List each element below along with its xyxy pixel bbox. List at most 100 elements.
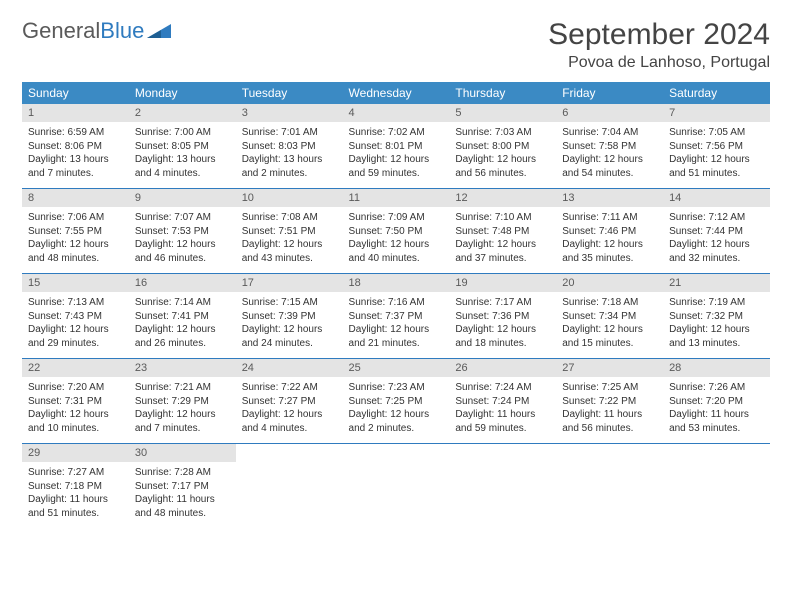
- day-details: Sunrise: 7:11 AMSunset: 7:46 PMDaylight:…: [556, 207, 663, 273]
- day-details: Sunrise: 7:04 AMSunset: 7:58 PMDaylight:…: [556, 122, 663, 188]
- day-details: Sunrise: 7:03 AMSunset: 8:00 PMDaylight:…: [449, 122, 556, 188]
- calendar-week-row: 22Sunrise: 7:20 AMSunset: 7:31 PMDayligh…: [22, 359, 770, 444]
- sunset-line: Sunset: 7:20 PM: [669, 395, 764, 409]
- daylight-line: Daylight: 11 hours and 59 minutes.: [455, 408, 550, 435]
- day-number: 22: [22, 359, 129, 377]
- day-number: 10: [236, 189, 343, 207]
- sunrise-line: Sunrise: 7:00 AM: [135, 126, 230, 140]
- calendar-day-cell: 3Sunrise: 7:01 AMSunset: 8:03 PMDaylight…: [236, 104, 343, 189]
- daylight-line: Daylight: 12 hours and 43 minutes.: [242, 238, 337, 265]
- day-number: 6: [556, 104, 663, 122]
- daylight-line: Daylight: 12 hours and 26 minutes.: [135, 323, 230, 350]
- calendar-week-row: 29Sunrise: 7:27 AMSunset: 7:18 PMDayligh…: [22, 444, 770, 529]
- weekday-header-row: SundayMondayTuesdayWednesdayThursdayFrid…: [22, 82, 770, 104]
- sunset-line: Sunset: 7:55 PM: [28, 225, 123, 239]
- sunset-line: Sunset: 8:05 PM: [135, 140, 230, 154]
- daylight-line: Daylight: 12 hours and 37 minutes.: [455, 238, 550, 265]
- day-number: 25: [343, 359, 450, 377]
- weekday-header: Wednesday: [343, 82, 450, 104]
- calendar-day-cell: ..: [449, 444, 556, 529]
- sunset-line: Sunset: 7:44 PM: [669, 225, 764, 239]
- day-number: 17: [236, 274, 343, 292]
- sunrise-line: Sunrise: 7:25 AM: [562, 381, 657, 395]
- daylight-line: Daylight: 11 hours and 48 minutes.: [135, 493, 230, 520]
- calendar-day-cell: 17Sunrise: 7:15 AMSunset: 7:39 PMDayligh…: [236, 274, 343, 359]
- calendar-day-cell: 19Sunrise: 7:17 AMSunset: 7:36 PMDayligh…: [449, 274, 556, 359]
- day-number: 24: [236, 359, 343, 377]
- day-details: Sunrise: 7:23 AMSunset: 7:25 PMDaylight:…: [343, 377, 450, 443]
- calendar-day-cell: 25Sunrise: 7:23 AMSunset: 7:25 PMDayligh…: [343, 359, 450, 444]
- daylight-line: Daylight: 12 hours and 32 minutes.: [669, 238, 764, 265]
- sunset-line: Sunset: 7:25 PM: [349, 395, 444, 409]
- calendar-day-cell: 16Sunrise: 7:14 AMSunset: 7:41 PMDayligh…: [129, 274, 236, 359]
- sunset-line: Sunset: 7:32 PM: [669, 310, 764, 324]
- day-details: Sunrise: 7:26 AMSunset: 7:20 PMDaylight:…: [663, 377, 770, 443]
- calendar-day-cell: ..: [556, 444, 663, 529]
- sunset-line: Sunset: 8:00 PM: [455, 140, 550, 154]
- sunset-line: Sunset: 7:36 PM: [455, 310, 550, 324]
- sunrise-line: Sunrise: 7:16 AM: [349, 296, 444, 310]
- day-details: Sunrise: 7:15 AMSunset: 7:39 PMDaylight:…: [236, 292, 343, 358]
- day-details: Sunrise: 7:09 AMSunset: 7:50 PMDaylight:…: [343, 207, 450, 273]
- calendar-week-row: 8Sunrise: 7:06 AMSunset: 7:55 PMDaylight…: [22, 189, 770, 274]
- day-details: Sunrise: 7:05 AMSunset: 7:56 PMDaylight:…: [663, 122, 770, 188]
- calendar-day-cell: 7Sunrise: 7:05 AMSunset: 7:56 PMDaylight…: [663, 104, 770, 189]
- day-details: Sunrise: 7:27 AMSunset: 7:18 PMDaylight:…: [22, 462, 129, 528]
- sunrise-line: Sunrise: 7:01 AM: [242, 126, 337, 140]
- sunset-line: Sunset: 7:56 PM: [669, 140, 764, 154]
- day-number: 1: [22, 104, 129, 122]
- calendar-day-cell: 5Sunrise: 7:03 AMSunset: 8:00 PMDaylight…: [449, 104, 556, 189]
- day-details: Sunrise: 7:10 AMSunset: 7:48 PMDaylight:…: [449, 207, 556, 273]
- day-details: Sunrise: 7:24 AMSunset: 7:24 PMDaylight:…: [449, 377, 556, 443]
- calendar-table: SundayMondayTuesdayWednesdayThursdayFrid…: [22, 82, 770, 528]
- sunset-line: Sunset: 8:03 PM: [242, 140, 337, 154]
- calendar-day-cell: 30Sunrise: 7:28 AMSunset: 7:17 PMDayligh…: [129, 444, 236, 529]
- sunset-line: Sunset: 7:50 PM: [349, 225, 444, 239]
- calendar-day-cell: ..: [343, 444, 450, 529]
- day-details: Sunrise: 7:16 AMSunset: 7:37 PMDaylight:…: [343, 292, 450, 358]
- calendar-day-cell: 4Sunrise: 7:02 AMSunset: 8:01 PMDaylight…: [343, 104, 450, 189]
- day-number: 26: [449, 359, 556, 377]
- calendar-day-cell: 18Sunrise: 7:16 AMSunset: 7:37 PMDayligh…: [343, 274, 450, 359]
- day-number: 2: [129, 104, 236, 122]
- sunset-line: Sunset: 7:53 PM: [135, 225, 230, 239]
- day-number: 13: [556, 189, 663, 207]
- daylight-line: Daylight: 13 hours and 7 minutes.: [28, 153, 123, 180]
- calendar-day-cell: 29Sunrise: 7:27 AMSunset: 7:18 PMDayligh…: [22, 444, 129, 529]
- day-number: 5: [449, 104, 556, 122]
- weekday-header: Friday: [556, 82, 663, 104]
- sunset-line: Sunset: 7:39 PM: [242, 310, 337, 324]
- calendar-day-cell: 20Sunrise: 7:18 AMSunset: 7:34 PMDayligh…: [556, 274, 663, 359]
- calendar-day-cell: 8Sunrise: 7:06 AMSunset: 7:55 PMDaylight…: [22, 189, 129, 274]
- calendar-day-cell: 6Sunrise: 7:04 AMSunset: 7:58 PMDaylight…: [556, 104, 663, 189]
- sunrise-line: Sunrise: 7:26 AM: [669, 381, 764, 395]
- daylight-line: Daylight: 12 hours and 46 minutes.: [135, 238, 230, 265]
- day-details: Sunrise: 7:12 AMSunset: 7:44 PMDaylight:…: [663, 207, 770, 273]
- calendar-day-cell: 15Sunrise: 7:13 AMSunset: 7:43 PMDayligh…: [22, 274, 129, 359]
- day-number: 14: [663, 189, 770, 207]
- sunset-line: Sunset: 7:24 PM: [455, 395, 550, 409]
- day-number: 27: [556, 359, 663, 377]
- day-number: 20: [556, 274, 663, 292]
- calendar-day-cell: 26Sunrise: 7:24 AMSunset: 7:24 PMDayligh…: [449, 359, 556, 444]
- sunrise-line: Sunrise: 7:21 AM: [135, 381, 230, 395]
- day-details: Sunrise: 7:17 AMSunset: 7:36 PMDaylight:…: [449, 292, 556, 358]
- calendar-week-row: 15Sunrise: 7:13 AMSunset: 7:43 PMDayligh…: [22, 274, 770, 359]
- sunrise-line: Sunrise: 7:11 AM: [562, 211, 657, 225]
- daylight-line: Daylight: 12 hours and 29 minutes.: [28, 323, 123, 350]
- sunrise-line: Sunrise: 7:15 AM: [242, 296, 337, 310]
- sunset-line: Sunset: 8:06 PM: [28, 140, 123, 154]
- calendar-day-cell: ..: [663, 444, 770, 529]
- weekday-header: Monday: [129, 82, 236, 104]
- day-number: 29: [22, 444, 129, 462]
- daylight-line: Daylight: 12 hours and 15 minutes.: [562, 323, 657, 350]
- day-number: 21: [663, 274, 770, 292]
- sunset-line: Sunset: 7:31 PM: [28, 395, 123, 409]
- month-title: September 2024: [548, 18, 770, 52]
- sunrise-line: Sunrise: 7:28 AM: [135, 466, 230, 480]
- calendar-day-cell: 12Sunrise: 7:10 AMSunset: 7:48 PMDayligh…: [449, 189, 556, 274]
- calendar-day-cell: 22Sunrise: 7:20 AMSunset: 7:31 PMDayligh…: [22, 359, 129, 444]
- sunrise-line: Sunrise: 7:17 AM: [455, 296, 550, 310]
- sunset-line: Sunset: 7:43 PM: [28, 310, 123, 324]
- day-details: Sunrise: 7:20 AMSunset: 7:31 PMDaylight:…: [22, 377, 129, 443]
